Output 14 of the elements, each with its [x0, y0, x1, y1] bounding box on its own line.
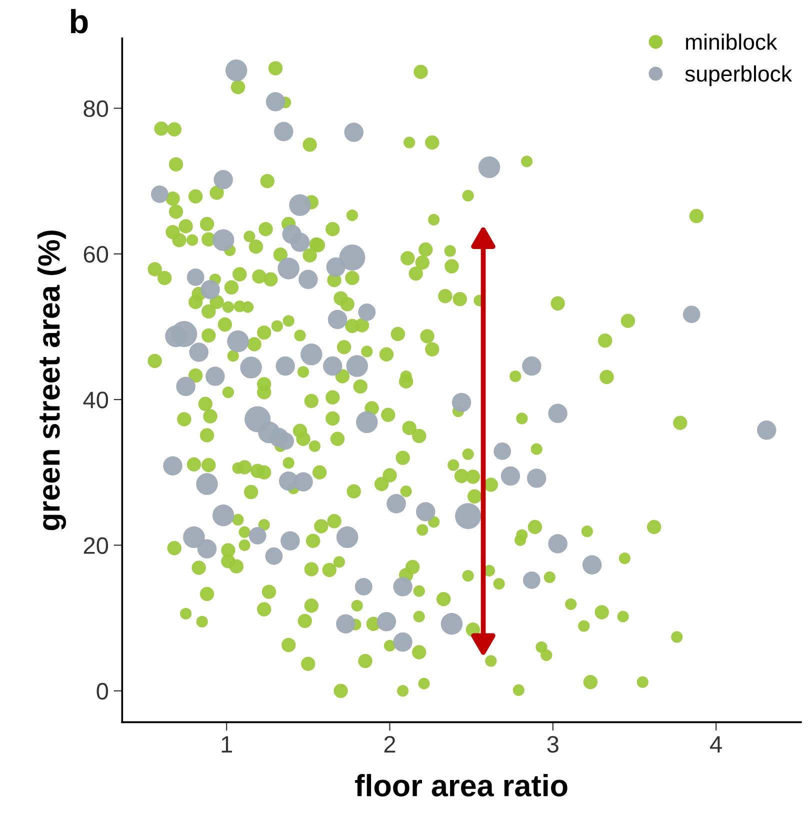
x-axis-title: floor area ratio: [355, 774, 568, 796]
x-tick-label: 3: [547, 736, 558, 753]
y-tick-label: 0: [96, 682, 108, 700]
y-tick-label: 80: [84, 100, 108, 118]
x-tick-label: 1: [222, 736, 232, 752]
y-tick-label: 20: [84, 537, 108, 554]
y-tick-label: 60: [84, 246, 108, 263]
x-tick-label: 2: [384, 736, 396, 752]
legend-label: miniblock: [686, 34, 778, 50]
y-tick-label: 40: [83, 392, 108, 408]
x-tick-label: 4: [710, 736, 722, 752]
text: b: [70, 8, 88, 34]
y-axis-title: green street area (%): [37, 230, 66, 530]
legend-label: superblock: [685, 65, 792, 86]
